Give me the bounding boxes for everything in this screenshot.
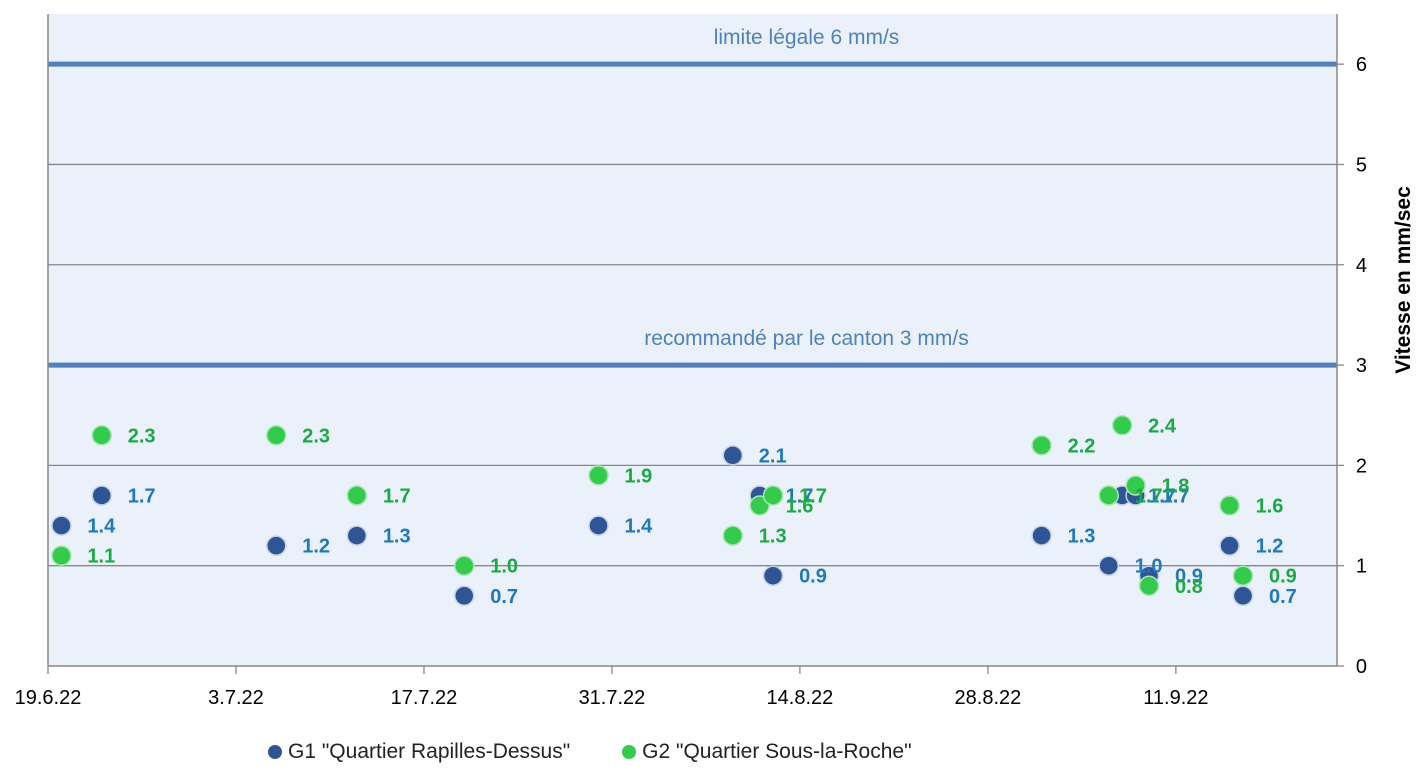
data-point-g1	[722, 445, 744, 466]
data-point-g2	[1111, 415, 1133, 436]
data-label-g2: 1.0	[490, 556, 518, 578]
data-point-g2	[91, 425, 112, 446]
data-label-g2: 2.4	[1148, 415, 1177, 437]
data-label-g1: 1.0	[1135, 556, 1163, 578]
reference-lines: limite légale 6 mm/s recommandé par le ca…	[48, 26, 1337, 368]
data-label-g2: 1.8	[1162, 475, 1190, 497]
data-point-g2	[1138, 575, 1160, 597]
data-label-g2: 0.9	[1269, 566, 1297, 588]
x-tick-label: 3.7.22	[208, 687, 264, 709]
data-label-g1: 0.7	[1269, 586, 1297, 608]
data-point-g1	[1219, 535, 1240, 556]
y-tick-label: 4	[1356, 255, 1367, 277]
legend-label-g1: G1 "Quartier Rapilles-Dessus"	[288, 740, 571, 763]
x-tick-label: 17.7.22	[391, 687, 458, 709]
y-tick-label: 2	[1356, 455, 1367, 477]
x-tick-label: 14.8.22	[767, 687, 834, 709]
data-labels: 1.41.71.2 1.30.71.42.11.70.91.31.01.71.70…	[87, 415, 1296, 608]
data-label-g1: 2.1	[759, 445, 787, 467]
y-axis-label: Vitesse en mm/sec	[1392, 186, 1415, 374]
data-point-g2	[1031, 435, 1052, 456]
data-label-g1: 0.9	[1175, 566, 1203, 588]
data-label-g1: 1.4	[87, 516, 116, 538]
data-label-g2: 1.3	[759, 526, 787, 548]
data-points	[51, 415, 1254, 607]
data-label-g1: 1.7	[786, 485, 814, 507]
legend-marker-g1	[268, 745, 282, 759]
legend: G1 "Quartier Rapilles-Dessus" G2 "Quarti…	[268, 740, 964, 764]
y-tick-label: 3	[1356, 355, 1367, 377]
data-point-g1	[588, 515, 609, 536]
data-label-g2: 0.8	[1175, 576, 1203, 598]
data-point-g2	[1219, 495, 1240, 516]
data-label-g1: 1.2	[302, 536, 330, 558]
data-label-g2: 2.3	[128, 425, 156, 447]
x-tick-label: 31.7.22	[579, 687, 646, 709]
legend-item-g1: G1 "Quartier Rapilles-Dessus"	[268, 740, 570, 764]
data-label-g2: 1.6	[1256, 496, 1284, 518]
data-label-g2: 2.3	[302, 425, 330, 447]
data-point-g2	[1125, 475, 1146, 496]
data-label-g1: 1.4	[625, 516, 654, 538]
data-label-g1: 1.7	[128, 485, 156, 507]
x-tick-label: 11.9.22	[1143, 687, 1208, 709]
data-point-g2	[51, 545, 72, 566]
data-point-g1	[762, 565, 784, 586]
data-point-g1	[346, 525, 368, 546]
plot-area	[48, 14, 1337, 666]
data-label-g2: 1.6	[786, 496, 814, 518]
data-point-g2	[453, 555, 475, 576]
data-label-g2: 1.7	[383, 485, 411, 507]
data-point-g1	[1098, 555, 1119, 576]
x-tick-label: 19.6.22	[15, 687, 82, 709]
data-label-g1: 1.3	[1068, 526, 1096, 548]
data-point-g1	[1232, 585, 1254, 607]
data-point-g2	[762, 485, 784, 506]
legend-label-g2: G2 "Quartier Sous-la-Roche"	[642, 740, 912, 763]
y-tick-label: 0	[1356, 656, 1367, 678]
data-label-g1: 0.9	[799, 566, 827, 588]
y-tick-label: 5	[1356, 154, 1367, 176]
y-tick-label: 6	[1356, 54, 1367, 76]
data-point-g1	[1031, 525, 1052, 546]
data-point-g2	[722, 525, 744, 546]
x-tick-label: 28.8.22	[955, 687, 1022, 709]
data-label-g2: 1.7	[1135, 485, 1163, 507]
legend-marker-g2	[622, 745, 637, 759]
data-label-g1: 1.2	[1256, 536, 1284, 558]
reference-line-label: recommandé par le canton 3 mm/s	[644, 327, 968, 350]
data-point-g1	[91, 485, 112, 506]
data-label-g2: 1.9	[625, 465, 653, 487]
data-label-g2: 2.2	[1068, 435, 1096, 457]
data-point-g1	[266, 535, 287, 556]
data-label-g1: 1.3	[383, 526, 411, 548]
data-point-g2	[1098, 485, 1119, 506]
data-label-g1: 0.7	[490, 586, 518, 608]
data-point-g2	[266, 425, 287, 446]
data-label-g1: 1.7	[1162, 485, 1190, 507]
data-point-g1	[453, 585, 475, 607]
axes	[47, 14, 1338, 667]
data-point-g2	[346, 485, 368, 506]
data-label-g1: 1.7	[1148, 485, 1176, 507]
legend-item-g2: G2 "Quartier Sous-la-Roche"	[622, 740, 912, 764]
y-tick-labels: 0 1 2 3 4 5 6	[1337, 54, 1367, 678]
reference-line-label: limite légale 6 mm/s	[714, 26, 900, 49]
data-label-g2: 1.7	[799, 485, 827, 507]
y-tick-label: 1	[1356, 556, 1367, 578]
data-point-g2	[588, 465, 609, 486]
data-label-g2: 1.1	[87, 546, 115, 568]
x-tick-labels: 19.6.22 3.7.22 17.7.22 31.7.22 14.8.22 28.8.2…	[15, 666, 1209, 709]
data-point-g2	[1232, 565, 1254, 586]
data-point-g1	[51, 515, 72, 536]
